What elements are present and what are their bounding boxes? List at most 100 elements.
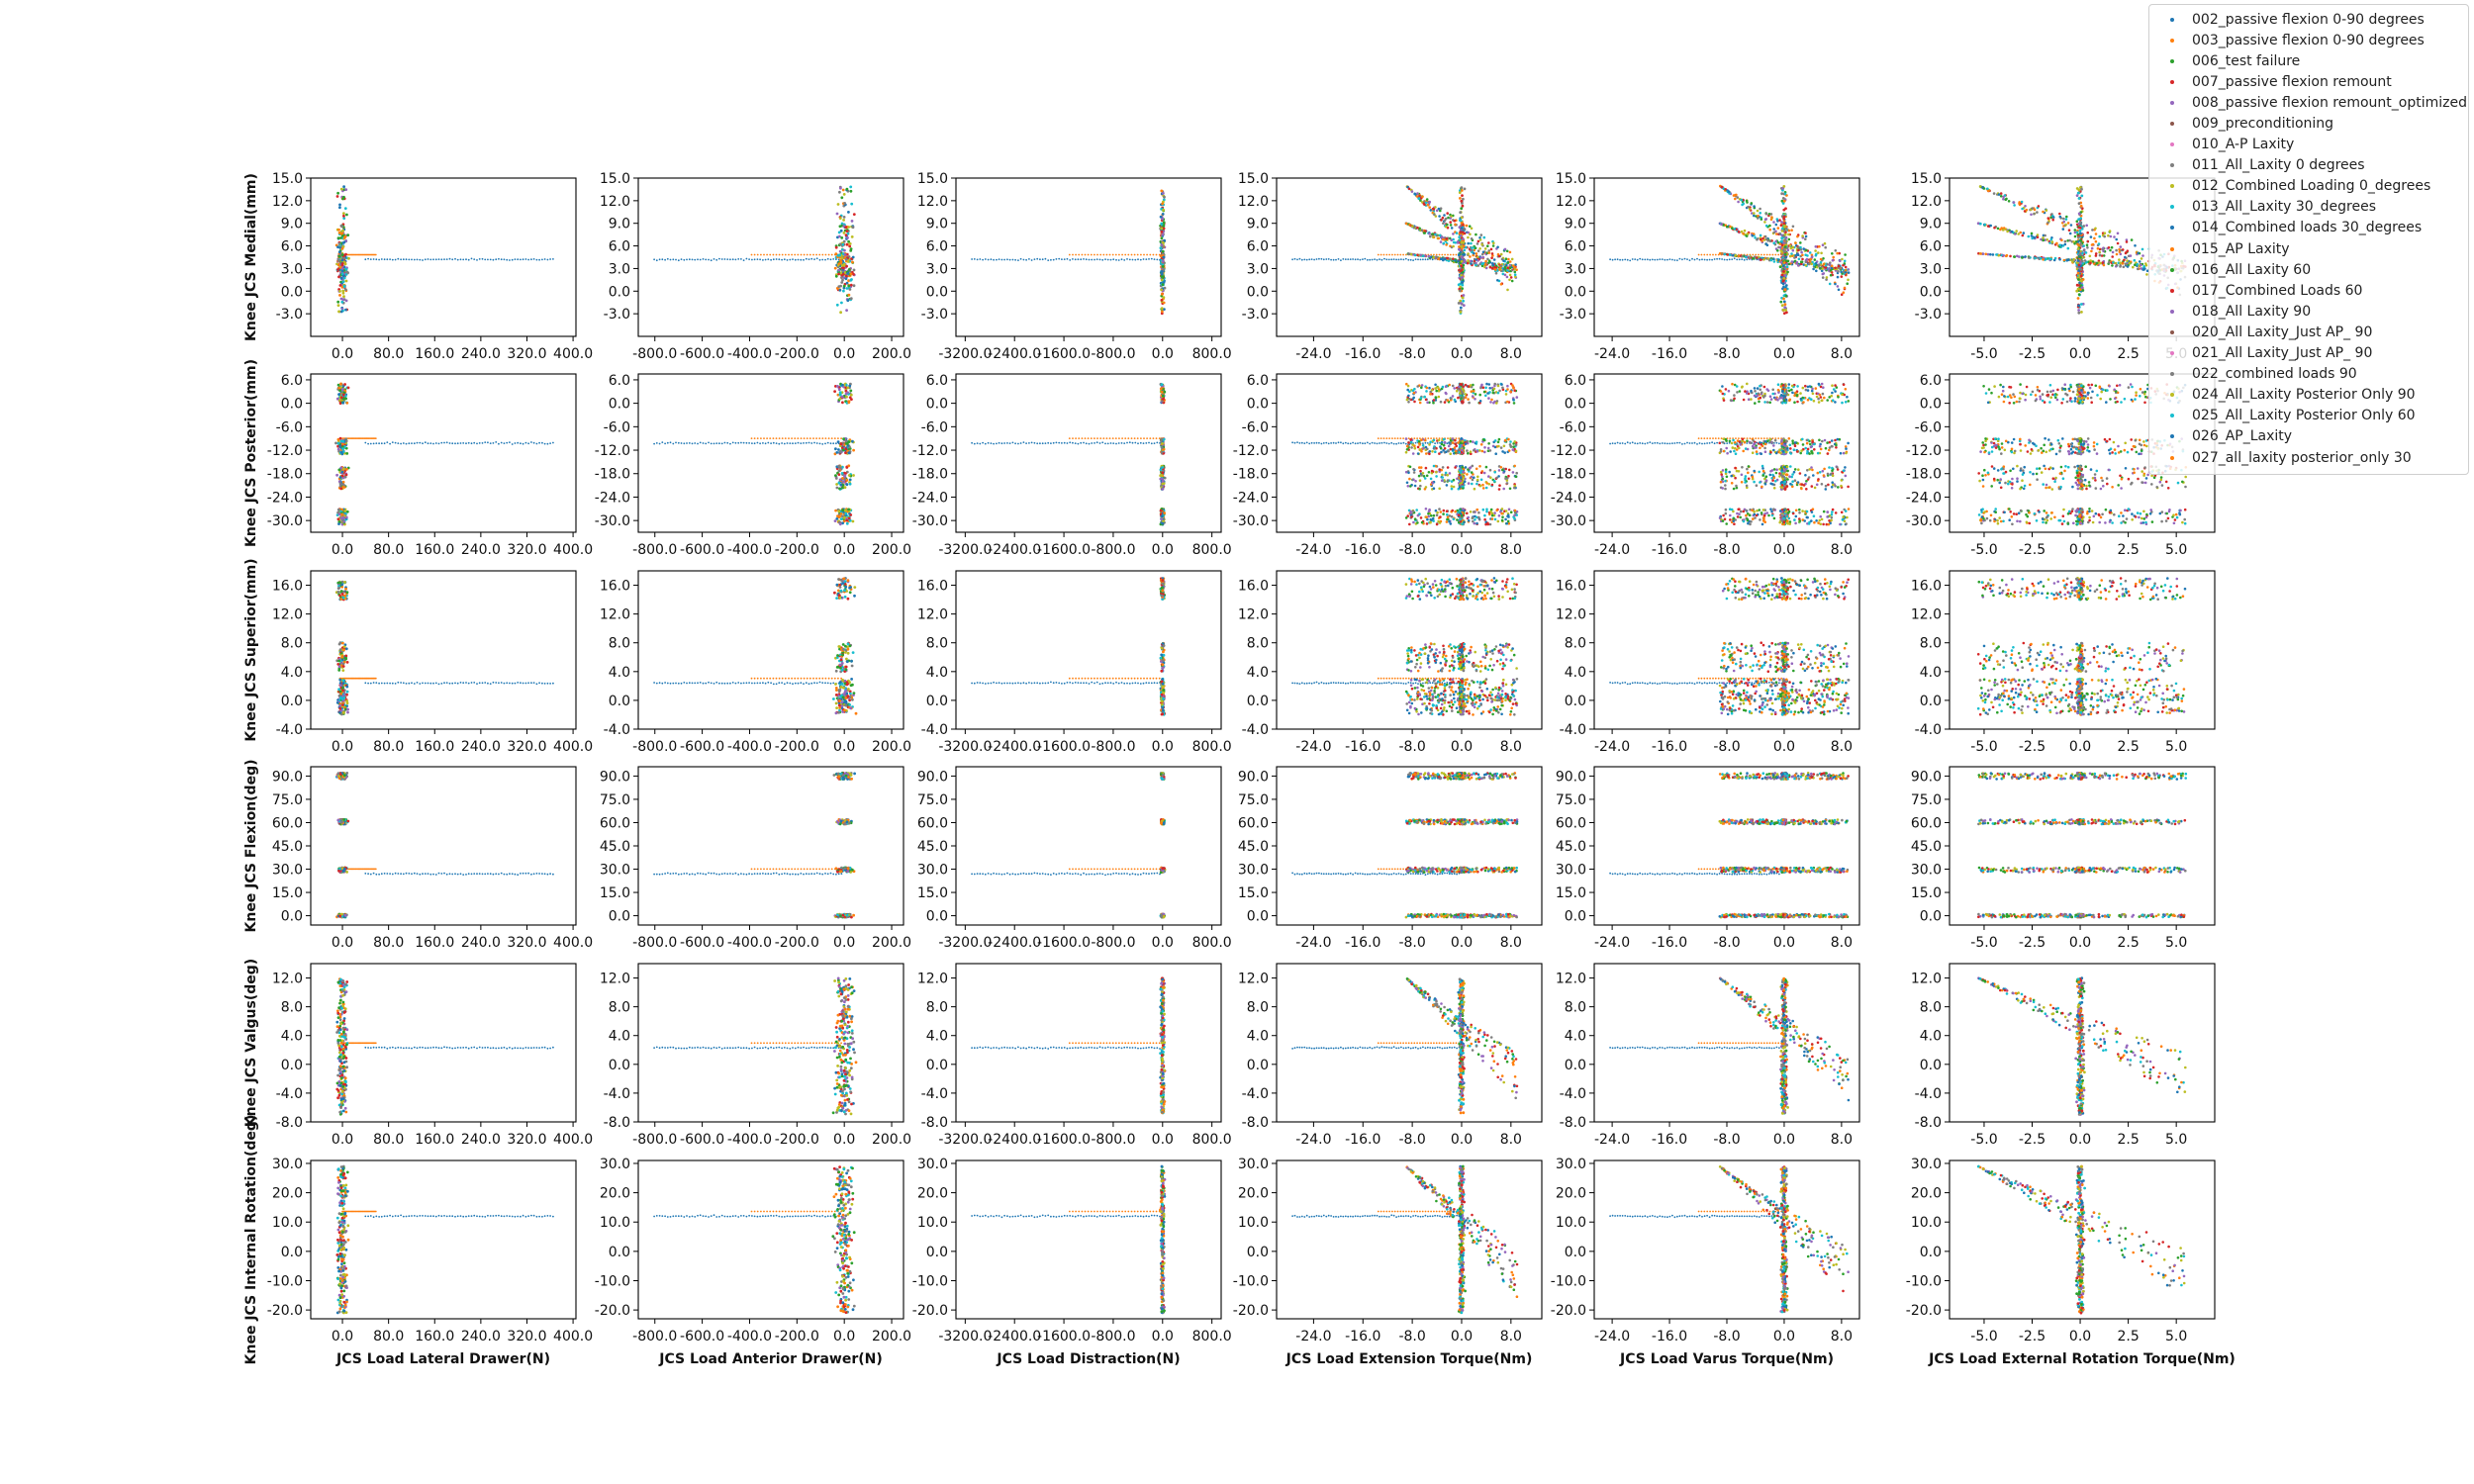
tail-point [762, 259, 764, 261]
y-tick-label: 0.0 [926, 284, 948, 300]
tail-point [1055, 258, 1058, 260]
data-point [1418, 194, 1421, 198]
data-point [1404, 222, 1408, 226]
data-point [344, 397, 347, 401]
data-point [1838, 251, 1841, 255]
data-point [1790, 260, 1794, 263]
data-point [842, 516, 846, 519]
tail-point [1130, 253, 1133, 256]
data-point [1751, 234, 1755, 237]
data-point [2091, 229, 2094, 232]
data-point [841, 278, 844, 282]
tail-point [386, 441, 389, 443]
tail-point [666, 257, 669, 260]
data-point [1737, 254, 1741, 258]
y-tick-label: 6.0 [1920, 239, 1942, 255]
data-point [1840, 275, 1844, 278]
data-point [1508, 278, 1511, 282]
tail-point [775, 442, 778, 444]
data-point [2045, 209, 2048, 212]
tail-point [1382, 253, 1385, 256]
data-point [2079, 238, 2083, 242]
data-point [838, 190, 841, 194]
data-point [840, 301, 843, 305]
data-point [2061, 228, 2065, 231]
data-point [1460, 186, 1464, 190]
tail-point [1619, 258, 1621, 261]
tail-point [775, 258, 778, 260]
tail-point [803, 437, 806, 439]
data-point [1824, 266, 1828, 269]
tail-point [731, 441, 734, 444]
data-point [2083, 259, 2087, 262]
data-point [1480, 252, 1484, 256]
data-point [2126, 259, 2129, 262]
data-point [838, 514, 841, 518]
data-point [2007, 200, 2011, 203]
tail-point [1081, 253, 1084, 256]
y-tick-label: -3.0 [1560, 307, 1586, 323]
data-point [1785, 259, 1788, 263]
tail-point [1731, 258, 1734, 260]
data-point [1506, 266, 1510, 270]
data-point [1843, 286, 1847, 290]
tail-point [434, 442, 437, 444]
tail-point [448, 442, 451, 444]
tail-point [506, 441, 509, 444]
data-point [2077, 250, 2080, 253]
data-point [337, 468, 341, 472]
data-point [1162, 255, 1166, 259]
tail-point [1101, 258, 1104, 261]
data-point [345, 468, 348, 471]
data-point [2077, 309, 2081, 312]
tail-point [1083, 441, 1085, 444]
data-point [1469, 232, 1472, 235]
data-point [2058, 215, 2062, 219]
tail-point [1074, 442, 1077, 444]
data-point [2002, 195, 2005, 199]
data-point [1161, 245, 1165, 249]
data-point [1979, 252, 1982, 255]
data-point [2086, 246, 2089, 249]
data-point [1837, 270, 1840, 273]
data-point [837, 473, 841, 476]
tail-point [405, 442, 408, 445]
data-point [339, 439, 343, 443]
data-point [2036, 233, 2040, 236]
data-point [2115, 237, 2118, 241]
tail-point [1397, 258, 1400, 261]
tail-point [1096, 253, 1098, 256]
tail-point [1139, 441, 1142, 444]
data-point [1407, 187, 1411, 191]
data-point [340, 269, 344, 272]
data-point [1458, 235, 1461, 238]
data-point [1766, 239, 1769, 242]
tail-point [416, 441, 419, 444]
tail-point [1006, 258, 1008, 261]
tail-point [1686, 258, 1688, 260]
data-point [842, 239, 846, 243]
data-point [1474, 246, 1477, 249]
data-point [2068, 232, 2072, 235]
data-point [1411, 225, 1414, 228]
subplot-r2-c3: -30.0-24.0-18.0-12.0-6.00.06.0-3200.0-24… [912, 373, 1232, 558]
data-point [2079, 255, 2082, 259]
data-point [1829, 273, 1833, 277]
tail-point [1094, 442, 1095, 444]
tail-point [1014, 258, 1016, 261]
data-point [345, 213, 348, 217]
tail-point [1629, 259, 1632, 262]
data-point [849, 393, 853, 397]
data-point [339, 396, 343, 400]
tail-point [1349, 258, 1352, 260]
tail-point [1088, 442, 1091, 445]
tail-point [1011, 441, 1014, 444]
data-point [342, 185, 345, 189]
data-point [1978, 185, 1982, 188]
data-point [1768, 224, 1771, 228]
tail-point [1380, 253, 1382, 256]
y-tick-label: 6.0 [1565, 239, 1586, 255]
tail-point [1322, 258, 1325, 261]
tail-point [827, 253, 830, 256]
data-point [1466, 261, 1470, 265]
